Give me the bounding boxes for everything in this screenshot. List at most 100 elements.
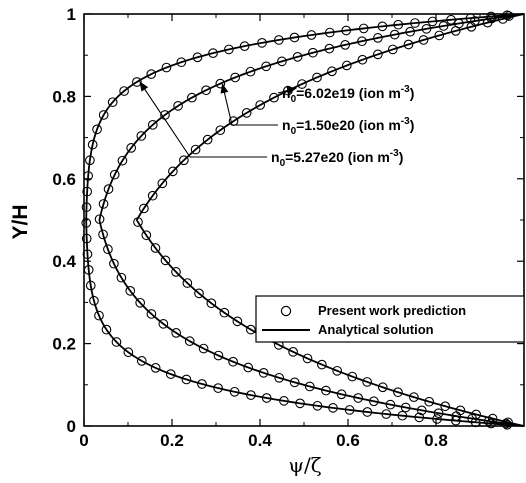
prediction-marker (202, 134, 213, 145)
annotation-leader-3 (139, 81, 267, 158)
prediction-marker (261, 61, 272, 72)
prediction-marker (82, 249, 93, 260)
prediction-marker (389, 29, 400, 40)
prediction-marker (136, 131, 147, 141)
prediction-marker (125, 286, 136, 296)
prediction-marker (288, 346, 298, 357)
prediction-marker (229, 386, 240, 397)
prediction-marker (141, 230, 152, 241)
prediction-marker (377, 382, 388, 393)
prediction-marker (126, 143, 137, 153)
prediction-marker (446, 14, 456, 25)
prediction-marker (98, 199, 109, 209)
prediction-marker (139, 203, 149, 214)
prediction-marker (440, 401, 451, 412)
prediction-marker (465, 13, 476, 23)
prediction-marker (243, 362, 254, 373)
prediction-marker (393, 19, 404, 30)
prediction-marker (246, 390, 256, 400)
x-tick-label: 0 (79, 431, 88, 450)
prediction-marker (433, 408, 444, 419)
annotation-label-1: n0=6.02e19 (ion m-3) (282, 84, 414, 105)
prediction-marker (228, 356, 238, 367)
prediction-marker (381, 409, 392, 419)
prediction-marker (403, 39, 414, 50)
prediction-marker (434, 30, 445, 41)
prediction-marker (362, 377, 372, 387)
prediction-marker (289, 377, 300, 388)
prediction-marker (358, 23, 369, 34)
prediction-marker (418, 35, 429, 45)
prediction-marker (297, 79, 307, 89)
prediction-marker (119, 86, 129, 96)
prediction-marker (400, 402, 411, 413)
prediction-marker (83, 171, 94, 181)
prediction-marker (81, 233, 92, 244)
analytical-curves (85, 13, 525, 427)
prediction-marker (171, 328, 182, 338)
y-tick-label: 0.2 (52, 335, 76, 354)
annotation-label-2: n0=1.50e20 (ion m-3) (282, 116, 414, 137)
prediction-marker (146, 309, 157, 319)
prediction-marker (161, 62, 172, 73)
prediction-marker (274, 372, 285, 383)
prediction-marker (344, 405, 355, 415)
prediction-marker (357, 36, 367, 47)
prediction-marker (245, 66, 256, 77)
prediction-marker (157, 178, 168, 189)
prediction-marker (373, 49, 383, 60)
annotation-leader-1 (277, 86, 298, 95)
legend-marker-label: Present work prediction (318, 303, 466, 318)
prediction-marker (208, 48, 218, 58)
prediction-marker (206, 298, 217, 309)
series-annotations: n0=6.02e19 (ion m-3) n0=1.50e20 (ion m-3)… (139, 81, 414, 169)
prediction-marker (109, 258, 119, 269)
prediction-marker (328, 403, 338, 413)
prediction-marker (168, 166, 178, 177)
prediction-marker (150, 243, 161, 253)
prediction-marker (232, 316, 243, 327)
prediction-marker (409, 392, 419, 403)
prediction-marker (502, 10, 513, 21)
prediction-marker (357, 54, 368, 65)
prediction-marker (239, 41, 250, 51)
x-tick-label: 0.4 (248, 431, 272, 450)
prediction-marker (312, 72, 322, 83)
prediction-marker (82, 186, 93, 197)
x-axis-title: ψ/ζ (288, 453, 321, 477)
prediction-markers (81, 10, 514, 430)
prediction-marker (123, 347, 134, 358)
prediction-marker (302, 353, 313, 364)
prediction-marker (486, 11, 496, 22)
prediction-marker (83, 265, 94, 275)
prediction-marker (194, 288, 204, 299)
x-tick-label: 0.6 (336, 431, 360, 450)
prediction-marker (393, 387, 403, 398)
prediction-marker (362, 407, 373, 417)
prediction-marker (98, 229, 108, 240)
prediction-marker (504, 11, 514, 21)
prediction-marker (230, 72, 241, 83)
prediction-marker (427, 16, 438, 27)
prediction-marker (369, 396, 379, 407)
prediction-marker (192, 52, 203, 63)
prediction-marker (308, 47, 318, 58)
prediction-marker (245, 324, 256, 335)
prediction-marker (387, 44, 398, 55)
prediction-marker (184, 336, 195, 346)
prediction-marker (277, 56, 287, 67)
prediction-marker (241, 108, 252, 118)
prediction-marker (454, 18, 464, 29)
prediction-marker (292, 51, 303, 62)
prediction-marker (160, 255, 171, 266)
annotation-label-3: n0=5.27e20 (ion m-3) (271, 148, 403, 169)
prediction-marker (109, 169, 120, 180)
y-tick-label: 0 (67, 417, 76, 436)
prediction-marker (257, 37, 267, 48)
prediction-marker (215, 125, 226, 136)
prediction-marker (197, 379, 207, 389)
prediction-marker (94, 214, 105, 225)
prediction-marker (98, 110, 109, 120)
analytical-curve-3 (85, 13, 525, 427)
